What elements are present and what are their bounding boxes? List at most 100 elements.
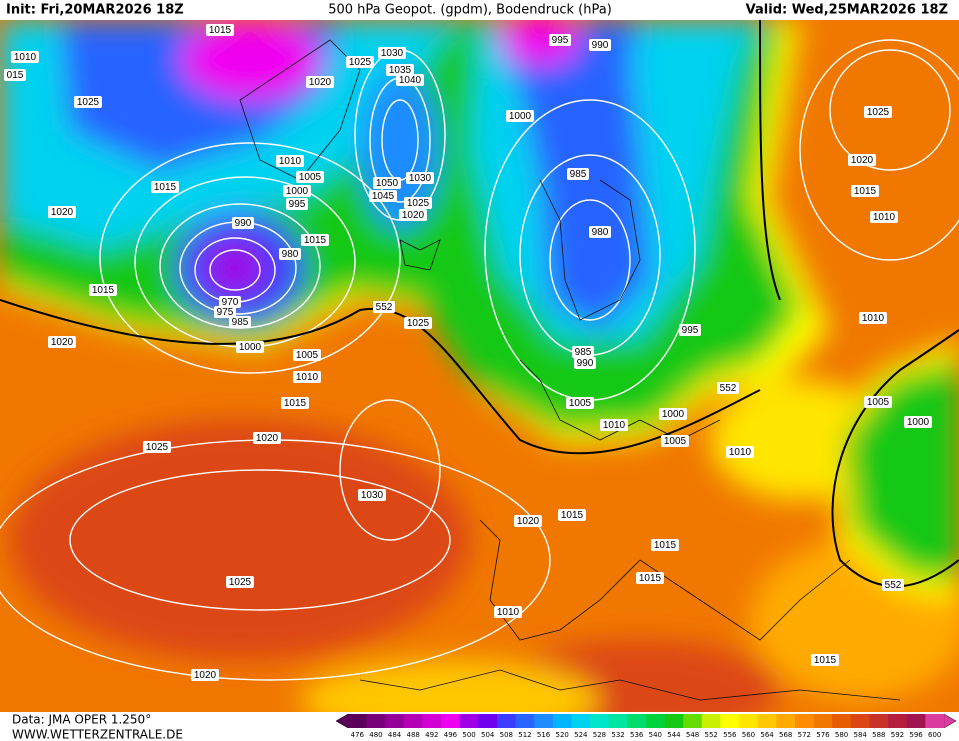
map-title: 500 hPa Geopot. (gpdm), Bodendruck (hPa)	[328, 3, 612, 18]
isobar-label: 1015	[92, 285, 115, 296]
field-region	[205, 243, 265, 293]
isobar-label: 1025	[407, 198, 430, 209]
isobar-label-box	[589, 226, 611, 238]
isobar-label: 1010	[296, 372, 319, 383]
legend-label: 524	[574, 731, 588, 739]
isobar-label: 1020	[309, 77, 332, 88]
isobar-label: 1000	[907, 417, 930, 428]
isobar-label: 1025	[146, 442, 169, 453]
isobar-label: 1030	[409, 173, 432, 184]
legend-swatch	[757, 714, 777, 728]
isobar-label: 1020	[402, 210, 425, 221]
isobar-label-box	[276, 155, 304, 167]
data-source: Data: JMA OPER 1.250°	[12, 713, 151, 727]
legend-label: 600	[928, 731, 941, 739]
isobar-label-box	[717, 382, 739, 394]
isobar-label: 1050	[376, 178, 399, 189]
site-name: WWW.WETTERZENTRALE.DE	[12, 728, 183, 741]
isobar-label: 1000	[509, 111, 532, 122]
legend-label: 536	[630, 731, 644, 739]
legend-swatch	[366, 714, 386, 728]
isobar-label: 1045	[372, 191, 395, 202]
legend-label: 500	[462, 731, 475, 739]
isobar-label: 1015	[561, 510, 584, 521]
legend-swatch	[497, 714, 516, 728]
isobar-label: 1000	[239, 342, 262, 353]
isobar-label: 1005	[569, 398, 592, 409]
isobar-label-box	[404, 317, 432, 329]
isobar-label: 1025	[349, 57, 372, 68]
legend-swatch	[739, 714, 759, 728]
isobar-label-box	[296, 171, 324, 183]
legend-swatch	[441, 714, 461, 728]
legend-swatch	[552, 714, 572, 728]
legend-label: 528	[593, 731, 606, 739]
isobar-label-box	[369, 190, 397, 202]
isobar-label-box	[283, 185, 311, 197]
isobar-label: 985	[232, 317, 249, 328]
isobar-label: 975	[217, 307, 234, 318]
legend-swatch	[888, 714, 908, 728]
isobar-label-box	[406, 172, 434, 184]
legend-label: 504	[481, 731, 495, 739]
isobar-label: 1025	[77, 97, 100, 108]
isobar-label: 1000	[662, 409, 685, 420]
legend-label: 532	[611, 731, 624, 739]
legend-swatch	[813, 714, 833, 728]
isobar-label: 970	[222, 297, 239, 308]
legend-swatch	[646, 714, 665, 728]
legend-label: 560	[742, 731, 755, 739]
legend-swatch	[590, 714, 610, 728]
legend-label: 552	[705, 731, 718, 739]
legend-label: 556	[723, 731, 737, 739]
legend-label: 580	[835, 731, 848, 739]
isobar-label-box	[151, 181, 179, 193]
isobar-label: 1005	[296, 350, 319, 361]
isobar-label: 1010	[862, 313, 885, 324]
isobar-label-box	[306, 76, 334, 88]
legend-label: 512	[518, 731, 531, 739]
isobar-label-box	[864, 396, 892, 408]
isobar-label: 995	[289, 199, 306, 210]
isobar-label: 1020	[51, 207, 74, 218]
field-region	[10, 420, 470, 660]
isobar-label: 1025	[407, 318, 430, 329]
isobar-label: 1000	[286, 186, 309, 197]
isobar-label: 1005	[299, 172, 322, 183]
isobar-label: 1010	[14, 52, 37, 63]
legend-label: 568	[779, 731, 792, 739]
isobar-label: 1020	[517, 516, 540, 527]
legend-label: 592	[891, 731, 904, 739]
legend-swatch	[795, 714, 814, 728]
isobar-label-box	[279, 248, 301, 260]
header-bar	[0, 0, 959, 20]
isobar-label: 1015	[304, 235, 327, 246]
legend-swatch	[664, 714, 684, 728]
field-layers	[0, 20, 959, 712]
isobar-label-box	[859, 312, 887, 324]
legend-label: 492	[425, 731, 438, 739]
isobar-label: 1020	[851, 155, 874, 166]
legend-label: 596	[909, 731, 923, 739]
legend-label: 576	[816, 731, 830, 739]
isobar-label-box	[89, 284, 117, 296]
field-region	[845, 360, 959, 580]
isobar-label-box	[494, 606, 522, 618]
isobar-label-box	[373, 177, 401, 189]
legend-label: 520	[556, 731, 569, 739]
isobar-label-box	[549, 34, 571, 46]
isobar-label: 1040	[399, 75, 422, 86]
isobar-label: 552	[376, 302, 393, 313]
isobar-label-box	[404, 197, 432, 209]
legend-swatch	[385, 714, 405, 728]
isobar-label: 1010	[603, 420, 626, 431]
isobar-label: 552	[720, 383, 737, 394]
isobar-label-box	[281, 397, 309, 409]
isobar-label-box	[848, 154, 876, 166]
isobar-label-box	[373, 301, 395, 313]
isobar-label-box	[219, 296, 241, 308]
isobar-label-box	[589, 39, 611, 51]
legend-swatch	[422, 714, 442, 728]
isobar-label: 1030	[381, 48, 404, 59]
